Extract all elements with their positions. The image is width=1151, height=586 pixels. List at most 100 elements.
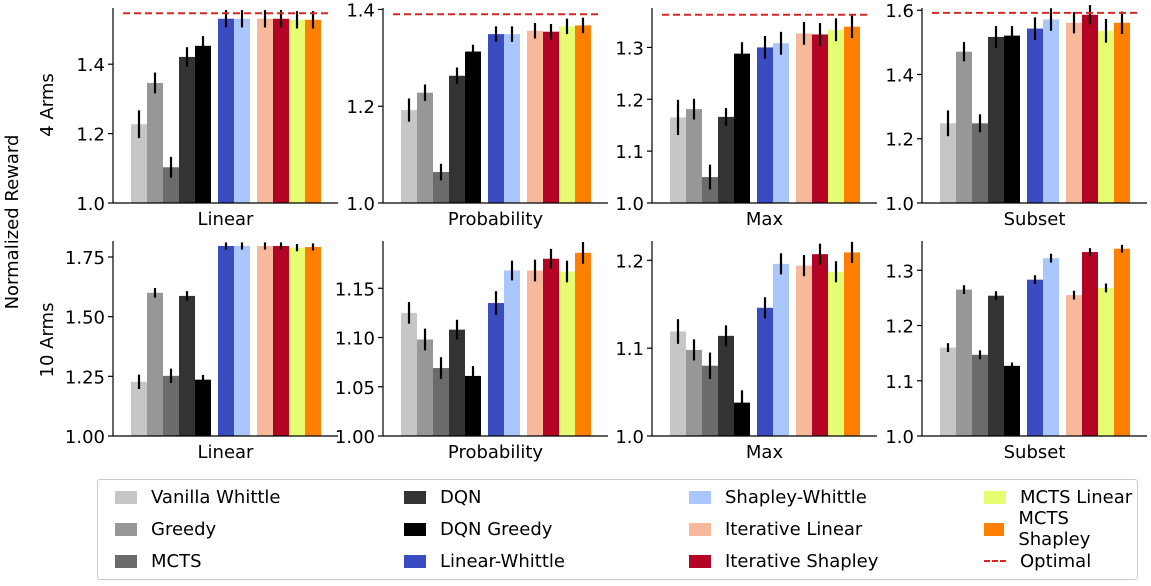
bar-mcts-linear — [828, 271, 844, 436]
legend-label: Shapley-Whittle — [725, 486, 867, 508]
bar-dqn-greedy — [195, 45, 211, 204]
y-tick-label: 1.2 — [885, 130, 914, 151]
legend-label: MCTS — [151, 550, 202, 572]
bar-mcts-linear — [1098, 30, 1114, 203]
bar-vanilla-whittle — [401, 110, 417, 203]
legend-item-optimal: Optimal — [984, 549, 1091, 573]
bar-linear-whittle — [757, 47, 773, 204]
bar-linear-whittle — [1027, 28, 1043, 203]
y-tick-label: 1.0 — [885, 194, 914, 215]
bar-greedy — [417, 339, 433, 436]
y-tick-label: 1.4 — [76, 55, 105, 76]
bar-dqn-greedy — [734, 402, 750, 436]
bar-mcts-linear — [559, 271, 575, 436]
bar-dqn-greedy — [195, 379, 211, 436]
legend-swatch — [115, 522, 137, 536]
y-tick-label: 1.4 — [346, 0, 375, 21]
bar-mcts-shapley — [1114, 22, 1130, 204]
x-axis-label: Subset — [1004, 442, 1066, 463]
y-tick-label: 1.3 — [615, 38, 644, 59]
bar-vanilla-whittle — [401, 312, 417, 436]
x-axis-label: Probability — [448, 209, 543, 230]
legend-label: Linear-Whittle — [440, 550, 565, 572]
bar-dqn — [988, 295, 1004, 436]
bar-iterative-shapley — [273, 246, 289, 436]
bar-dqn — [179, 295, 195, 436]
bar-dqn — [449, 75, 465, 203]
bar-iterative-linear — [796, 33, 812, 204]
legend-item-greedy: Greedy — [115, 517, 216, 541]
y-tick-label: 1.1 — [615, 339, 644, 360]
bar-dqn-greedy — [1004, 35, 1020, 203]
panel-max-4-arms: 1.0 1.1 1.2 1.3 Max — [615, 8, 877, 230]
bar-shapley-whittle — [1043, 258, 1059, 436]
bar-dqn — [988, 36, 1004, 203]
bar-mcts — [163, 167, 179, 203]
legend-swatch — [984, 490, 1006, 504]
y-tick-label: 1.05 — [335, 378, 375, 399]
panel-subset-4-arms: 1.0 1.2 1.4 1.6 Subset — [885, 1, 1147, 230]
bar-mcts-shapley — [575, 25, 591, 203]
panel-linear-10-arms: 1.00 1.25 1.50 1.75 Linear — [65, 241, 338, 463]
legend: Vanilla Whittle Greedy MCTS DQN DQN Greedy Li… — [97, 479, 1138, 580]
y-tick-label: 1.50 — [65, 308, 105, 329]
bar-greedy — [417, 92, 433, 203]
legend-swatch — [689, 522, 711, 536]
y-tick-label: 1.6 — [885, 1, 914, 22]
x-axis-label: Linear — [198, 209, 255, 230]
panel-linear-4-arms: 1.0 1.2 1.4 Linear — [76, 8, 338, 230]
bar-greedy — [147, 82, 163, 203]
y-tick-label: 1.25 — [65, 367, 105, 388]
bar-vanilla-whittle — [670, 117, 686, 203]
bar-greedy — [956, 51, 972, 204]
bar-mcts — [702, 177, 718, 203]
bar-vanilla-whittle — [940, 347, 956, 436]
bar-vanilla-whittle — [670, 331, 686, 436]
bar-greedy — [956, 289, 972, 436]
bar-dqn — [718, 335, 734, 436]
legend-swatch — [689, 490, 711, 504]
legend-item-vanilla-whittle: Vanilla Whittle — [115, 485, 281, 509]
legend-label: Iterative Shapley — [725, 550, 879, 572]
bar-iterative-linear — [527, 30, 543, 203]
x-axis-label: Max — [746, 442, 784, 463]
y-tick-label: 1.2 — [885, 317, 914, 338]
legend-swatch — [115, 490, 137, 504]
bar-linear-whittle — [488, 303, 504, 436]
bar-linear-whittle — [218, 246, 234, 436]
x-axis-label: Probability — [448, 442, 543, 463]
figure: Normalized Reward 4 Arms 10 Arms 1.01.21… — [2, 0, 1147, 463]
legend-item-shapley-whittle: Shapley-Whittle — [689, 485, 867, 509]
bar-shapley-whittle — [1043, 19, 1059, 203]
bar-dqn-greedy — [465, 375, 481, 436]
panel-probability-4-arms: 1.0 1.2 1.4 Probability — [346, 0, 608, 230]
y-tick-label: 1.0 — [615, 194, 644, 215]
bar-dqn-greedy — [1004, 365, 1020, 436]
bar-mcts-linear — [1098, 287, 1114, 436]
y-tick-label: 1.3 — [885, 261, 914, 282]
bar-dqn-greedy — [734, 53, 750, 203]
bar-mcts-shapley — [305, 19, 321, 204]
bar-greedy — [147, 292, 163, 436]
bar-vanilla-whittle — [131, 124, 147, 203]
legend-item-iterative-linear: Iterative Linear — [689, 517, 862, 541]
row-label-10-arms: 10 Arms — [37, 303, 58, 378]
bar-iterative-shapley — [273, 18, 289, 204]
bar-iterative-shapley — [812, 254, 828, 436]
bar-mcts — [433, 368, 449, 436]
legend-item-mcts-shapley: MCTS Shapley — [984, 508, 1137, 550]
y-tick-label: 1.0 — [76, 194, 105, 215]
bar-mcts-linear — [559, 26, 575, 203]
legend-label: MCTS Shapley — [1018, 508, 1091, 550]
bar-linear-whittle — [218, 18, 234, 204]
y-tick-label: 1.2 — [615, 251, 644, 272]
y-tick-label: 1.0 — [346, 194, 375, 215]
bar-shapley-whittle — [234, 18, 250, 204]
legend-label: MCTS Linear — [1020, 486, 1133, 508]
bar-shapley-whittle — [773, 43, 789, 203]
y-tick-label: 1.2 — [615, 90, 644, 111]
bar-iterative-shapley — [1082, 14, 1098, 204]
bar-iterative-shapley — [1082, 252, 1098, 436]
bar-vanilla-whittle — [131, 381, 147, 436]
bar-mcts-shapley — [305, 246, 321, 436]
